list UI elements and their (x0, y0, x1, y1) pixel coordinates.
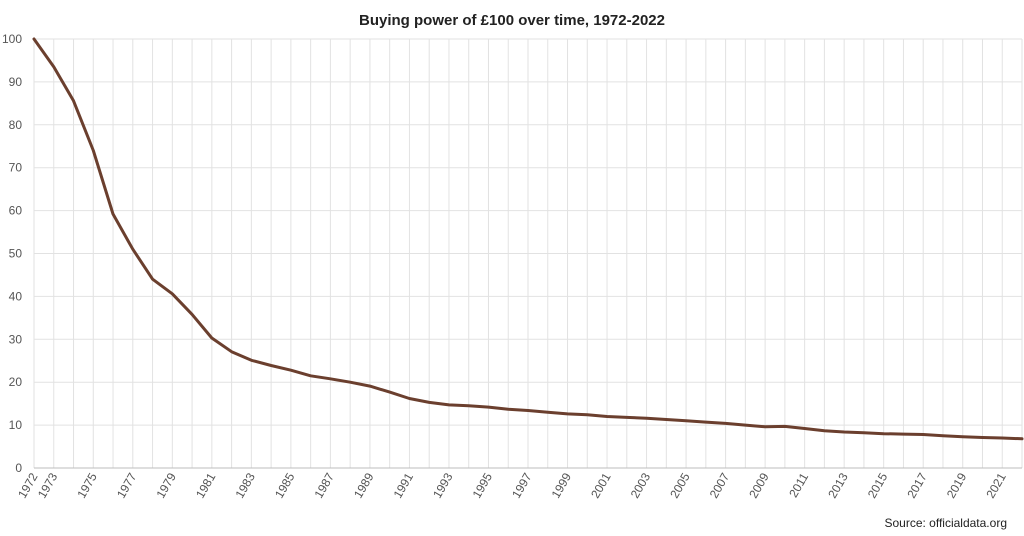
x-tick-label: 1987 (312, 470, 338, 500)
x-tick-label: 2001 (588, 470, 614, 500)
x-tick-label: 1981 (193, 470, 219, 500)
y-tick-label: 70 (9, 161, 23, 175)
x-tick-label: 1999 (549, 470, 575, 500)
y-tick-label: 60 (9, 204, 23, 218)
x-tick-label: 2021 (983, 470, 1009, 500)
x-gridlines (33, 39, 1023, 468)
x-tick-label: 1973 (35, 470, 61, 500)
x-tick-label: 2003 (628, 470, 654, 500)
x-tick-label: 1983 (232, 470, 258, 500)
series-layer (32, 37, 1024, 441)
y-tick-label: 0 (15, 461, 22, 475)
y-tick-label: 10 (9, 418, 23, 432)
x-tick-label: 1997 (509, 470, 535, 500)
y-tick-label: 90 (9, 75, 23, 89)
x-tick-label: 1991 (391, 470, 417, 500)
x-tick-label: 1975 (74, 470, 100, 500)
x-tick-label: 2017 (904, 470, 930, 500)
y-tick-label: 40 (9, 289, 23, 303)
y-tick-label: 100 (2, 32, 22, 46)
x-tick-label: 2019 (944, 470, 970, 500)
y-tick-label: 80 (9, 118, 23, 132)
x-tick-label: 1995 (470, 470, 496, 500)
x-tick-label: 2005 (667, 470, 693, 500)
x-tick-label: 2013 (825, 470, 851, 500)
x-tick-label: 1985 (272, 470, 298, 500)
x-tick-label: 2015 (865, 470, 891, 500)
chart-title: Buying power of £100 over time, 1972-202… (359, 12, 665, 29)
x-tick-label: 2007 (707, 470, 733, 500)
y-axis-tick-labels: 0 10 20 30 40 50 60 70 80 90 100 (2, 32, 22, 475)
series-line-0 (32, 37, 1024, 441)
x-tick-label: 2011 (786, 470, 811, 500)
x-tick-label: 1989 (351, 470, 377, 500)
x-tick-label: 1977 (114, 470, 140, 500)
y-tick-label: 20 (9, 375, 23, 389)
x-tick-label: 1979 (153, 470, 179, 500)
source-label: Source: officialdata.org (884, 516, 1007, 530)
x-tick-label: 2009 (746, 470, 772, 500)
y-tick-label: 50 (9, 247, 23, 261)
x-tick-label: 1993 (430, 470, 456, 500)
y-tick-label: 30 (9, 332, 23, 346)
